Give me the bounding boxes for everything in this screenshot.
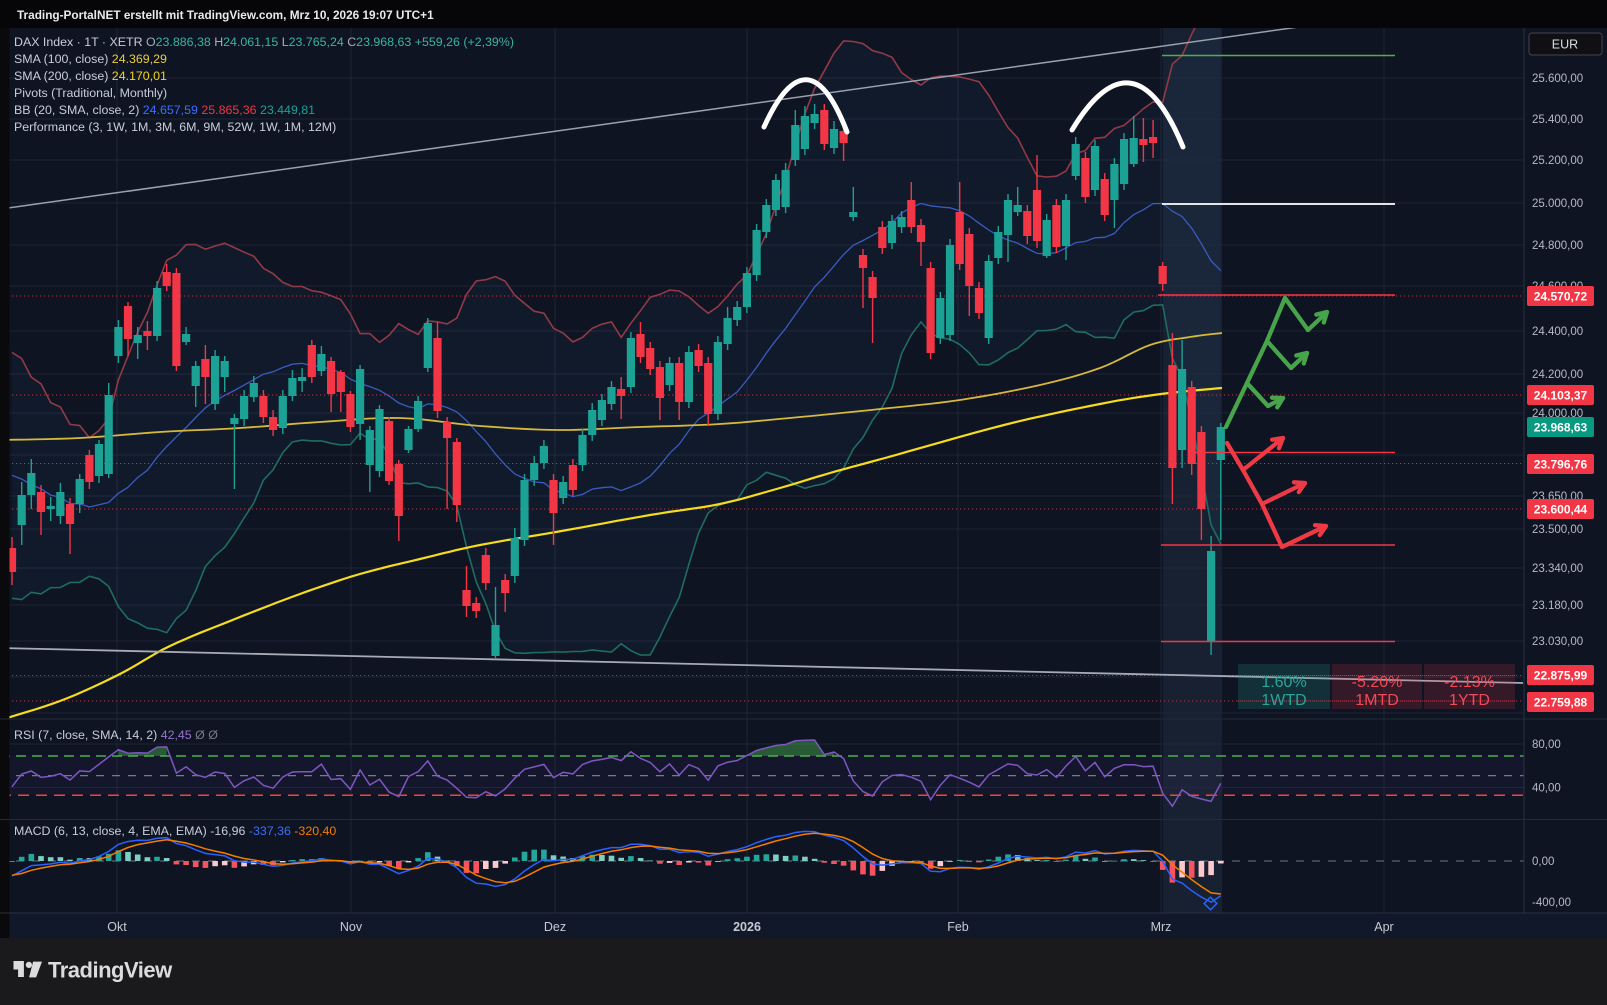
svg-text:1.60%: 1.60% [1261,674,1306,691]
svg-text:Dez: Dez [544,920,566,934]
svg-text:23.500,00: 23.500,00 [1532,524,1583,536]
svg-text:24.200,00: 24.200,00 [1532,369,1583,381]
svg-text:MACD (6, 13, close, 4, EMA, EM: MACD (6, 13, close, 4, EMA, EMA) -16,96 … [14,824,336,838]
svg-text:80,00: 80,00 [1532,739,1561,751]
svg-text:1YTD: 1YTD [1449,692,1490,709]
svg-text:-2.13%: -2.13% [1444,674,1495,691]
svg-text:Nov: Nov [340,920,363,934]
svg-text:Okt: Okt [107,920,127,934]
svg-text:25.000,00: 25.000,00 [1532,198,1583,210]
svg-text:TradingView: TradingView [48,958,173,983]
svg-text:25.200,00: 25.200,00 [1532,155,1583,167]
svg-text:Performance (3, 1W, 1M, 3M, 6M: Performance (3, 1W, 1M, 3M, 6M, 9M, 52W,… [14,120,336,134]
svg-text:2026: 2026 [733,920,761,934]
svg-text:23.180,00: 23.180,00 [1532,600,1583,612]
svg-text:Trading-PortalNET erstellt mit: Trading-PortalNET erstellt mit TradingVi… [17,8,434,22]
svg-text:DAX Index · 1T · XETR O23.886: DAX Index · 1T · XETR O23.886,38 H24.061… [14,35,514,49]
svg-text:24.800,00: 24.800,00 [1532,240,1583,252]
svg-text:-5.20%: -5.20% [1352,674,1403,691]
svg-text:Mrz: Mrz [1151,920,1172,934]
svg-text:40,00: 40,00 [1532,783,1561,795]
svg-text:Apr: Apr [1374,920,1393,934]
svg-text:25.600,00: 25.600,00 [1532,73,1583,85]
svg-text:SMA (200, close) 24.170,01: SMA (200, close) 24.170,01 [14,69,167,83]
svg-text:23.340,00: 23.340,00 [1532,563,1583,575]
svg-text:0,00: 0,00 [1532,856,1554,868]
svg-text:24.570,72: 24.570,72 [1534,290,1588,304]
svg-text:24.400,00: 24.400,00 [1532,326,1583,338]
svg-text:24.103,37: 24.103,37 [1534,389,1588,403]
svg-text:Pivots (Traditional, Monthly): Pivots (Traditional, Monthly) [14,86,167,100]
svg-text:23.600,44: 23.600,44 [1534,503,1588,517]
svg-text:22.875,99: 22.875,99 [1534,669,1588,683]
svg-text:SMA (100, close) 24.369,29: SMA (100, close) 24.369,29 [14,52,167,66]
svg-text:-400,00: -400,00 [1532,897,1571,909]
svg-text:23.796,76: 23.796,76 [1534,458,1588,472]
svg-text:EUR: EUR [1552,38,1578,52]
svg-text:RSI (7, close, SMA, 14, 2) 42: RSI (7, close, SMA, 14, 2) 42,45 Ø Ø [14,728,218,742]
svg-text:Feb: Feb [947,920,969,934]
svg-text:22.759,88: 22.759,88 [1534,696,1588,710]
svg-text:25.400,00: 25.400,00 [1532,114,1583,126]
svg-text:23.030,00: 23.030,00 [1532,636,1583,648]
svg-text:1MTD: 1MTD [1355,692,1399,709]
svg-text:1WTD: 1WTD [1261,692,1306,709]
svg-text:BB (20, SMA, close, 2) 24.657: BB (20, SMA, close, 2) 24.657,59 25.865,… [14,103,315,117]
svg-text:23.968,63: 23.968,63 [1534,421,1588,435]
